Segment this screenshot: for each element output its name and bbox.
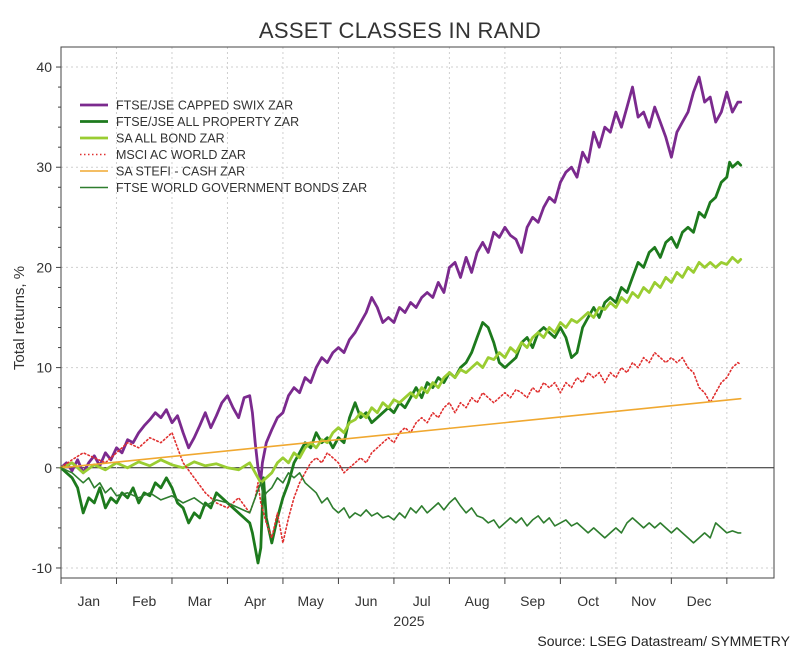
legend-label: SA STEFI - CASH ZAR [116,165,245,179]
x-tick-label: May [297,593,323,609]
y-tick-label: 30 [36,159,52,175]
axes: -10 0 10 20 30 40 Jan Feb Mar Apr May Jun Jul Aug Sep O… [32,46,775,609]
grid-lines [61,47,774,578]
x-tick-label: Feb [132,593,156,609]
series-line [59,75,743,482]
legend-label: FTSE/JSE CAPPED SWIX ZAR [116,99,293,113]
x-tick-label: Jul [413,593,431,609]
x-axis-label: 2025 [393,613,424,629]
y-tick-label: -10 [32,560,52,576]
y-tick-label: 0 [44,460,52,476]
legend-label: FTSE/JSE ALL PROPERTY ZAR [116,115,299,129]
x-tick-label: Jan [77,593,100,609]
x-tick-label: Apr [244,593,266,609]
plot-frame [60,46,775,579]
x-tick-label: Nov [631,593,656,609]
series-lines [59,75,743,565]
y-axis-label: Total returns, % [11,266,28,370]
y-tick-label: 20 [36,259,52,275]
source-note: Source: LSEG Datastream/ SYMMETRY [537,633,790,649]
legend: FTSE/JSE CAPPED SWIX ZAR FTSE/JSE ALL PRO… [80,99,367,195]
x-tick-label: Jun [355,593,378,609]
x-tick-label: Sep [520,593,545,609]
series-line [59,160,743,565]
x-tick-label: Dec [687,593,712,609]
y-tick-label: 10 [36,360,52,376]
x-tick-label: Oct [577,593,599,609]
legend-label: MSCI AC WORLD ZAR [116,148,246,162]
series-line [60,467,742,544]
chart-title: ASSET CLASSES IN RAND [258,18,542,43]
x-tick-label: Aug [465,593,490,609]
x-tick-label: Mar [188,593,212,609]
series-line [59,255,743,485]
legend-label: SA ALL BOND ZAR [116,132,225,146]
series-line [60,397,742,469]
y-tick-label: 40 [36,59,52,75]
legend-label: FTSE WORLD GOVERNMENT BONDS ZAR [116,181,367,195]
